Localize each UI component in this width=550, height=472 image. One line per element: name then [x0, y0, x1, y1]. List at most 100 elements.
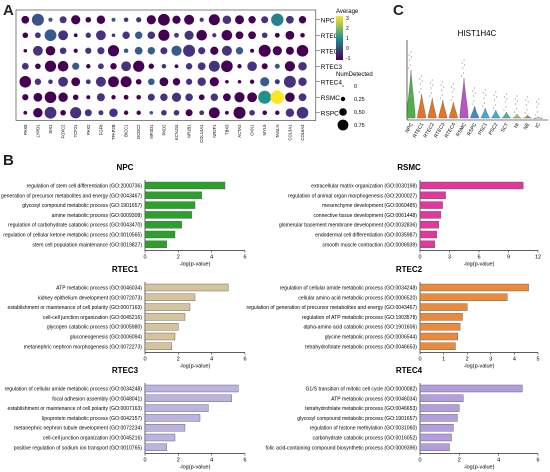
dot-plot-dot — [286, 15, 294, 24]
bar-label: regulation of cellular amide metabolic p… — [280, 286, 418, 292]
dot-plot-dot — [86, 95, 91, 100]
violin-point — [537, 98, 539, 100]
bar — [144, 191, 202, 199]
violin-point — [409, 64, 411, 66]
gene-label: BICC1 — [124, 124, 129, 137]
dot-plot-dot — [109, 108, 118, 118]
dot-plot-dot — [148, 78, 155, 86]
dot-plot-dot — [135, 78, 142, 85]
dot-plot-dot — [221, 60, 233, 73]
violin-point — [515, 108, 517, 110]
legend-size-tick: 0.75 — [354, 123, 365, 129]
dot-plot-dot — [250, 48, 255, 53]
bar-tick-label: 4 — [513, 357, 516, 363]
bar-tick-label: 4 — [210, 458, 213, 464]
violin-point — [492, 107, 494, 109]
dot-row-label: RSMC — [321, 95, 340, 102]
bar-label: extracellular matrix organization (GO:00… — [311, 184, 417, 190]
violin-point — [450, 99, 452, 101]
legend-size-title: NumDetected — [336, 72, 373, 78]
bar-label: tetrahydrofolate metabolic process (GO:0… — [305, 344, 417, 350]
dot-plot-dot — [208, 14, 220, 26]
dot-plot-dot — [160, 93, 168, 101]
gene-label: NR2F1 — [212, 124, 217, 138]
dot-plot-dot — [19, 75, 32, 88]
panel-label-c: C — [393, 2, 404, 19]
dot-plot-dot — [123, 48, 129, 54]
bar-label: establishment or maintenance of cell pol… — [8, 305, 143, 311]
dot-plot-dot — [184, 30, 194, 40]
dot-plot-dot — [123, 110, 129, 115]
violin-shape — [417, 93, 426, 119]
violin-shape — [406, 69, 416, 119]
dot-plot-dot — [274, 32, 280, 38]
legend-size-dot — [337, 119, 349, 131]
dot-plot-dot — [35, 32, 41, 39]
legend-average-title: Average — [336, 9, 359, 15]
dot-plot-dot — [48, 17, 53, 22]
dot-plot-dot — [272, 46, 282, 56]
dot-plot-dot — [174, 32, 179, 38]
bar-tick-label: 9 — [507, 255, 510, 261]
dot-plot-dot — [285, 108, 295, 117]
dot-plot-dot — [185, 63, 193, 70]
violin-point — [474, 92, 476, 94]
violin-point — [429, 95, 431, 97]
dot-plot-dot — [172, 15, 181, 24]
gene-label: TFAP2B — [111, 124, 116, 140]
dot-plot-dot — [298, 77, 307, 86]
dot-plot-dot — [108, 76, 119, 88]
dot-plot-dot — [72, 94, 79, 101]
dot-plot-dot — [298, 61, 307, 71]
bar-tick-label: 0 — [418, 255, 421, 261]
legend-size-dot — [340, 96, 346, 102]
bar-label: mesenchyme development (GO:0060485) — [322, 203, 417, 209]
violin-title: HIST1H4C — [458, 29, 497, 38]
bar — [419, 332, 458, 341]
violin-group-label: PSC1 — [477, 122, 489, 137]
violin-point — [536, 106, 538, 108]
dot-plot-dot — [22, 94, 29, 101]
bar-label: glycine metabolic process (GO:0006544) — [325, 335, 418, 341]
bar-xlabel: -log(p-value) — [464, 364, 495, 370]
dot-plot-dot — [44, 106, 57, 119]
bar-tick-label: 3 — [489, 357, 492, 363]
dot-plot-dot — [285, 92, 295, 103]
bar-tick-label: 12 — [535, 255, 541, 261]
dot-plot-dot — [248, 16, 256, 24]
violin-group-label: NPC — [404, 122, 415, 134]
violin-point — [441, 94, 443, 96]
violin-shape — [501, 111, 511, 119]
violin-point — [441, 89, 443, 91]
violin-point — [527, 96, 529, 98]
dot-plot-dot — [34, 78, 42, 85]
gene-label: TCF21 — [73, 124, 78, 137]
dot-plot-dot — [97, 47, 105, 55]
bar — [144, 181, 226, 190]
violin-point — [483, 97, 485, 99]
bar — [419, 303, 468, 311]
bar — [144, 313, 186, 321]
dot-plot-dot — [258, 90, 272, 104]
dot-plot-dot — [237, 79, 242, 84]
violin-group-label: RSMC — [455, 122, 468, 138]
bar-label: amine metabolic process (GO:0009308) — [52, 213, 143, 219]
bar-label: smooth muscle contraction (GO:0006939) — [322, 242, 417, 248]
dot-plot-dot — [208, 107, 220, 119]
dot-plot-dot — [59, 47, 67, 55]
dot-plot-dot — [235, 31, 244, 40]
dot-plot-dot — [96, 93, 105, 102]
bar-label: carbohydrate catabolic process (GO:00160… — [313, 436, 418, 442]
dot-plot-dot — [84, 109, 92, 117]
bar-tick-label: 4 — [497, 458, 500, 464]
bar-tick-label: 0 — [418, 357, 421, 363]
dot-row-label: RTEC4 — [321, 79, 343, 86]
dot-plot-dot — [136, 110, 141, 115]
bar-tick-label: 6 — [477, 255, 480, 261]
dot-plot-dot — [70, 107, 82, 119]
bar — [419, 221, 439, 229]
violin-shape — [438, 99, 448, 119]
bar — [419, 283, 529, 292]
bar — [144, 384, 239, 393]
bar-label: regulation of cellular amide metabolic p… — [5, 387, 143, 393]
